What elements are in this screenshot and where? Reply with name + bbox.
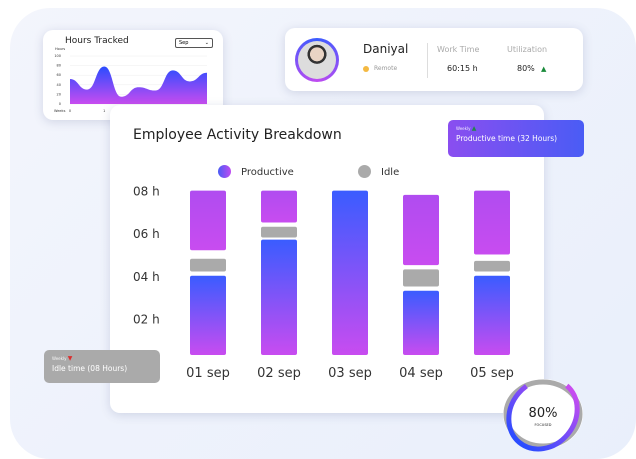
work-time-label: Work Time bbox=[437, 45, 480, 54]
hours-tracked-chart: Hours100806040200Weeks01234 bbox=[54, 47, 209, 113]
productive-bar bbox=[403, 194, 439, 266]
legend-label: Productive bbox=[241, 166, 294, 178]
y-tick-label: 40 bbox=[57, 83, 61, 87]
period-label: Weekly bbox=[456, 126, 471, 131]
trend-up-icon: ▲ bbox=[541, 65, 547, 73]
productive-bar bbox=[474, 275, 510, 355]
x-tick-label: 02 sep bbox=[257, 366, 301, 381]
y-tick-label: 80 bbox=[57, 64, 61, 68]
productive-bar bbox=[474, 190, 510, 255]
period-label: Weekly bbox=[52, 356, 67, 361]
productive-bar bbox=[190, 275, 226, 355]
x-tick-label: 01 sep bbox=[186, 366, 230, 381]
y-tick-label: 06 h bbox=[133, 227, 160, 241]
profile-name: Daniyal bbox=[363, 42, 409, 56]
activity-breakdown-card: Employee Activity Breakdown Productive I… bbox=[110, 105, 544, 413]
profile-card: Daniyal Remote Work Time 60:15 h Utiliza… bbox=[285, 28, 583, 91]
focus-ring-track bbox=[503, 379, 583, 449]
avatar bbox=[295, 38, 339, 82]
legend-productive: Productive bbox=[218, 165, 294, 178]
y-tick-label: 0 bbox=[59, 102, 61, 106]
idle-bar bbox=[474, 260, 510, 272]
hours-tracked-title: Hours Tracked bbox=[65, 36, 129, 46]
y-tick-label: 08 h bbox=[133, 185, 160, 199]
y-tick-label: 20 bbox=[57, 92, 61, 96]
productive-bar bbox=[261, 190, 297, 223]
idle-swatch-icon bbox=[358, 165, 371, 178]
productive-bar bbox=[261, 239, 297, 355]
idle-bar bbox=[190, 258, 226, 272]
idle-time-text: Idle time (08 Hours) bbox=[52, 364, 128, 373]
y-tick-label: 100 bbox=[54, 54, 61, 58]
month-select-value: Sep bbox=[179, 40, 189, 46]
focus-label: FOCUSED bbox=[535, 423, 552, 427]
hours-area bbox=[70, 66, 207, 104]
focus-value: 80% bbox=[529, 406, 558, 421]
work-time-value: 60:15 h bbox=[447, 64, 478, 73]
x-tick-label: 04 sep bbox=[399, 366, 443, 381]
productive-time-tooltip: Weekly ▲ Productive time (32 Hours) bbox=[448, 120, 584, 157]
productive-bar bbox=[190, 190, 226, 251]
status-text: Remote bbox=[374, 65, 398, 72]
y-axis-label: Hours bbox=[55, 47, 65, 51]
productive-swatch-icon bbox=[218, 165, 231, 178]
legend-label: Idle bbox=[381, 166, 400, 178]
x-tick-label: 05 sep bbox=[470, 366, 514, 381]
breakdown-chart: 08 h 06 h 04 h 02 h 01 sep 02 sep 03 sep 04 sep… bbox=[133, 185, 514, 381]
y-tick-label: 60 bbox=[57, 73, 61, 77]
x-tick-label: 1 bbox=[103, 109, 105, 113]
chevron-down-icon: ⌄ bbox=[204, 40, 209, 46]
focus-ring: 80% FOCUSED bbox=[503, 376, 583, 452]
y-tick-label: 02 h bbox=[133, 312, 160, 326]
x-tick-label: 03 sep bbox=[328, 366, 372, 381]
divider bbox=[427, 43, 428, 78]
month-select[interactable]: Sep ⌄ bbox=[175, 38, 213, 48]
status: Remote bbox=[363, 65, 397, 72]
y-tick-label: 04 h bbox=[133, 270, 160, 284]
idle-bar bbox=[403, 269, 439, 287]
x-tick-label: 0 bbox=[69, 109, 71, 113]
utilization-value: 80% bbox=[517, 64, 535, 73]
legend-idle: Idle bbox=[358, 165, 399, 178]
x-axis-label: Weeks bbox=[54, 109, 66, 113]
breakdown-title: Employee Activity Breakdown bbox=[133, 127, 342, 143]
productive-bar bbox=[403, 290, 439, 355]
utilization-label: Utilization bbox=[507, 45, 548, 54]
trend-down-icon: ▼ bbox=[67, 355, 73, 362]
trend-up-icon: ▲ bbox=[471, 125, 477, 132]
status-dot-icon bbox=[363, 65, 369, 72]
idle-time-tooltip: Weekly ▼ Idle time (08 Hours) bbox=[44, 350, 160, 383]
productive-bar bbox=[332, 190, 368, 355]
productive-time-text: Productive time (32 Hours) bbox=[456, 134, 558, 143]
idle-bar bbox=[261, 226, 297, 238]
